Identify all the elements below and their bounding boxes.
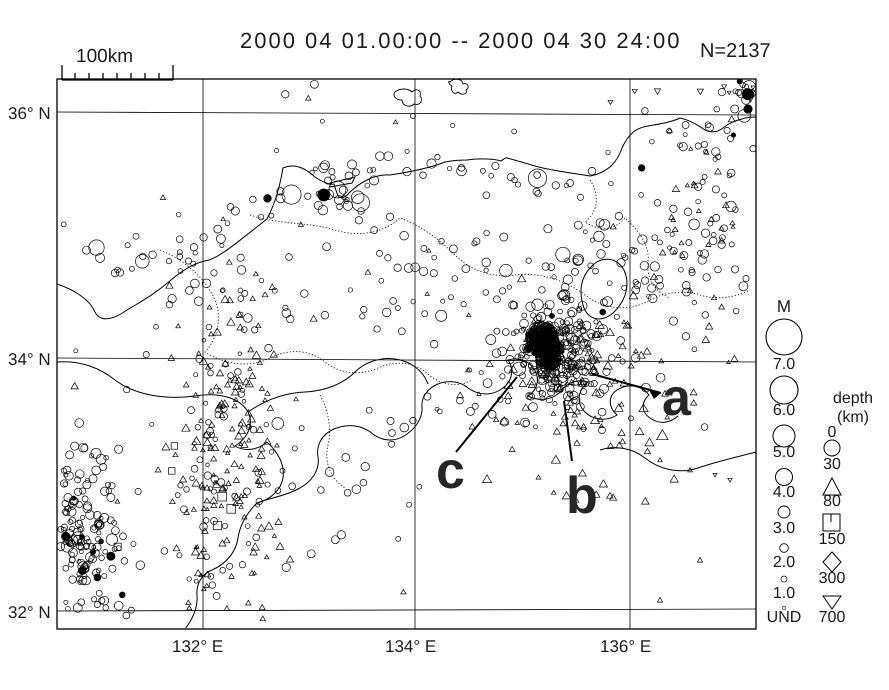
svg-text:3.0: 3.0 [773, 520, 795, 537]
svg-text:36° N: 36° N [8, 104, 51, 123]
svg-text:6.0: 6.0 [773, 402, 795, 419]
svg-text:300: 300 [819, 570, 846, 587]
svg-text:5.0: 5.0 [773, 444, 795, 461]
svg-text:7.0: 7.0 [773, 356, 795, 373]
svg-text:N=2137: N=2137 [700, 40, 771, 62]
svg-text:150: 150 [819, 531, 846, 548]
svg-text:32° N: 32° N [8, 603, 51, 622]
svg-text:1.0: 1.0 [773, 585, 795, 602]
svg-text:30: 30 [823, 456, 841, 473]
svg-text:0: 0 [828, 424, 837, 441]
svg-text:136° E: 136° E [600, 637, 651, 656]
svg-text:b: b [566, 467, 598, 525]
svg-text:depth: depth [833, 390, 873, 407]
svg-text:4.0: 4.0 [773, 484, 795, 501]
svg-text:34° N: 34° N [8, 350, 51, 369]
svg-text:UND: UND [767, 609, 802, 626]
svg-text:2000 04 01.00:00 -- 2000 04 30: 2000 04 01.00:00 -- 2000 04 30 24:00 [240, 28, 681, 53]
svg-text:a: a [662, 369, 692, 427]
svg-text:80: 80 [823, 493, 841, 510]
svg-text:c: c [436, 442, 465, 500]
svg-text:M: M [777, 297, 791, 316]
svg-text:134° E: 134° E [385, 637, 436, 656]
svg-text:2.0: 2.0 [773, 554, 795, 571]
svg-text:100km: 100km [76, 46, 133, 67]
svg-text:132° E: 132° E [172, 637, 223, 656]
svg-text:700: 700 [819, 609, 846, 626]
svg-text:(km): (km) [837, 409, 869, 426]
